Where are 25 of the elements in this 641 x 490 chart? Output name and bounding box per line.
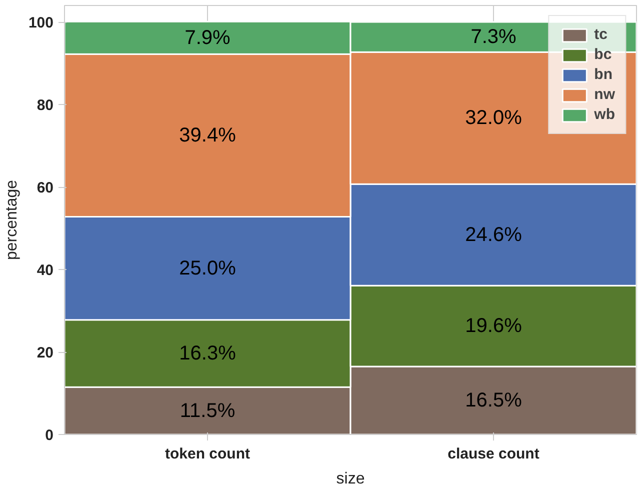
y-tick-label: 40: [36, 262, 54, 279]
y-tick-label: 100: [28, 14, 54, 32]
y-tick-label: 80: [36, 97, 54, 114]
legend-label: tc: [594, 26, 608, 43]
legend-label: bc: [594, 46, 613, 63]
legend-label: nw: [594, 86, 615, 103]
data-label: 32.0%: [465, 107, 522, 130]
legend-label: wb: [594, 106, 615, 123]
data-label: 24.6%: [465, 224, 522, 246]
data-label: 16.5%: [465, 389, 522, 412]
x-tick-label: clause count: [448, 446, 540, 462]
y-tick-label: 0: [45, 427, 54, 444]
data-label: 19.6%: [465, 315, 522, 338]
data-label: 7.9%: [184, 26, 231, 49]
x-tick-label: token count: [165, 446, 250, 462]
legend-label: bn: [594, 66, 614, 83]
y-axis-title: percentage: [3, 180, 20, 260]
data-label: 11.5%: [180, 400, 236, 422]
data-label: 25.0%: [179, 257, 236, 280]
y-tick-label: 60: [36, 180, 54, 196]
data-label: 39.4%: [179, 124, 236, 146]
data-label: 16.3%: [179, 342, 236, 364]
x-axis-title: size: [336, 470, 365, 488]
data-label: 7.3%: [470, 26, 517, 48]
y-tick-label: 20: [36, 344, 54, 362]
